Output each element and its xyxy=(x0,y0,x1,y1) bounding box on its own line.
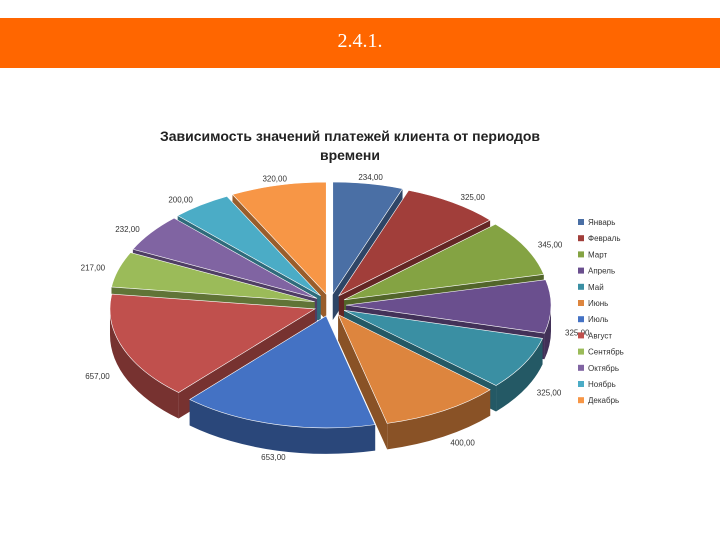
slide-title: 2.4.1. xyxy=(337,30,383,52)
data-label-декабрь: 320,00 xyxy=(262,175,287,184)
legend-label-май: Май xyxy=(588,283,604,292)
slice-июнь xyxy=(337,313,491,450)
data-label-февраль: 325,00 xyxy=(461,193,486,202)
slices-layer xyxy=(109,181,552,454)
legend-label-июль: Июль xyxy=(588,315,608,324)
slice-июль xyxy=(189,315,376,454)
legend-swatch-январь xyxy=(578,219,584,225)
legend-swatch-май xyxy=(578,283,584,290)
chart-title: Зависимость значений платежей клиента от… xyxy=(160,128,540,163)
data-label-июль: 653,00 xyxy=(261,453,286,462)
data-label-март: 345,00 xyxy=(538,240,563,249)
data-label-октябрь: 232,00 xyxy=(115,225,140,234)
legend-swatch-март xyxy=(578,251,584,258)
header-bar xyxy=(0,18,720,68)
data-labels: 234,00 325,00 345,00 325,00 325,00 400,00 653,… xyxy=(81,173,590,462)
legend-swatch-октябрь xyxy=(578,364,584,371)
legend-swatch-декабрь xyxy=(578,397,584,404)
legend-label-февраль: Февраль xyxy=(588,234,621,243)
legend-label-август: Август xyxy=(588,331,612,340)
data-label-июнь: 400,00 xyxy=(450,439,475,448)
legend-swatch-февраль xyxy=(578,235,584,242)
legend-swatch-апрель xyxy=(578,267,584,274)
legend-label-июнь: Июнь xyxy=(588,299,608,308)
legend-swatch-июнь xyxy=(578,300,584,306)
legend-label-январь: Январь xyxy=(588,218,615,227)
legend-swatch-ноябрь xyxy=(578,381,584,387)
data-label-ноябрь: 200,00 xyxy=(168,196,193,205)
legend-label-декабрь: Декабрь xyxy=(588,396,619,405)
data-label-май: 325,00 xyxy=(537,389,562,398)
legend: Январь Февраль Март Апрель Май Июнь Июль Август… xyxy=(578,218,624,405)
legend-label-ноябрь: Ноябрь xyxy=(588,380,616,389)
legend-label-март: Март xyxy=(588,250,607,259)
data-label-январь: 234,00 xyxy=(358,173,383,182)
legend-label-октябрь: Октябрь xyxy=(588,364,619,373)
data-label-август: 657,00 xyxy=(85,372,110,381)
data-label-апрель: 325,00 xyxy=(565,329,590,338)
data-label-сентябрь: 217,00 xyxy=(81,263,106,272)
legend-swatch-сентябрь xyxy=(578,348,584,355)
legend-label-апрель: Апрель xyxy=(588,267,615,276)
legend-swatch-июль xyxy=(578,316,584,323)
legend-swatch-август xyxy=(578,332,584,339)
legend-label-сентябрь: Сентябрь xyxy=(588,348,624,357)
